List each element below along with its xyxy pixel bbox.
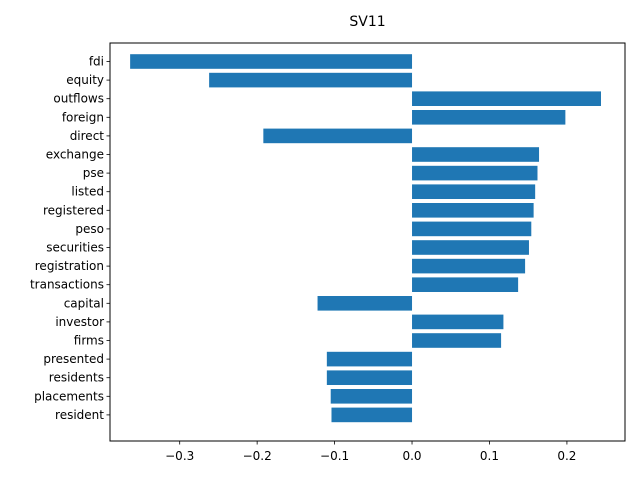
- y-tick-label-investor: investor: [55, 315, 104, 329]
- y-tick-label-placements: placements: [34, 389, 104, 403]
- bar-equity: [209, 72, 413, 88]
- chart-title: SV11: [349, 14, 385, 30]
- x-axis-ticks: −0.3 −0.2 −0.1 0.0 0.1 0.2: [165, 441, 576, 463]
- bar-placements: [330, 389, 413, 404]
- bar-direct: [263, 128, 413, 144]
- y-tick-label-registration: registration: [35, 259, 104, 273]
- y-tick-label-foreign: foreign: [62, 110, 104, 124]
- bar-fdi: [130, 54, 413, 69]
- y-tick-label-outflows: outflows: [53, 92, 104, 106]
- y-tick-label-direct: direct: [70, 129, 105, 143]
- bar-exchange: [412, 147, 540, 162]
- bar-foreign: [412, 110, 566, 125]
- bar-securities: [412, 240, 529, 255]
- bar-peso: [412, 221, 532, 237]
- bar-pse: [412, 165, 538, 181]
- bar-transactions: [412, 277, 519, 292]
- bars-group: [130, 54, 601, 423]
- y-tick-label-listed: listed: [71, 185, 104, 199]
- y-tick-label-fdi: fdi: [89, 55, 104, 69]
- bar-registered: [412, 203, 534, 218]
- x-tick-label: 0.0: [402, 449, 421, 463]
- y-tick-label-capital: capital: [64, 296, 104, 310]
- plot-area-frame: [109, 42, 626, 442]
- y-tick-label-transactions: transactions: [30, 278, 104, 292]
- x-tick-label: 0.2: [557, 449, 576, 463]
- bar-investor: [412, 314, 504, 330]
- y-tick-label-securities: securities: [46, 241, 104, 255]
- y-tick-label-exchange: exchange: [46, 148, 104, 162]
- bar-resident: [331, 407, 413, 423]
- y-tick-label-presented: presented: [43, 352, 104, 366]
- bar-firms: [412, 333, 502, 348]
- y-tick-label-equity: equity: [66, 73, 104, 87]
- y-tick-label-firms: firms: [74, 334, 104, 348]
- bar-listed: [412, 184, 536, 199]
- x-tick-label: −0.1: [320, 449, 349, 463]
- y-tick-label-pse: pse: [83, 166, 104, 180]
- bar-registration: [412, 258, 526, 274]
- bar-presented: [326, 351, 413, 367]
- y-tick-label-resident: resident: [55, 408, 104, 422]
- bar-outflows: [412, 91, 601, 106]
- category-labels: fdi equity outflows foreign direct exchange ps…: [30, 55, 110, 422]
- x-tick-label: 0.1: [480, 449, 499, 463]
- y-tick-label-residents: residents: [49, 371, 104, 385]
- x-tick-label: −0.2: [243, 449, 272, 463]
- x-tick-label: −0.3: [165, 449, 194, 463]
- bar-residents: [326, 370, 413, 385]
- y-tick-label-peso: peso: [75, 222, 104, 236]
- y-tick-label-registered: registered: [43, 203, 104, 217]
- bar-capital: [317, 296, 413, 311]
